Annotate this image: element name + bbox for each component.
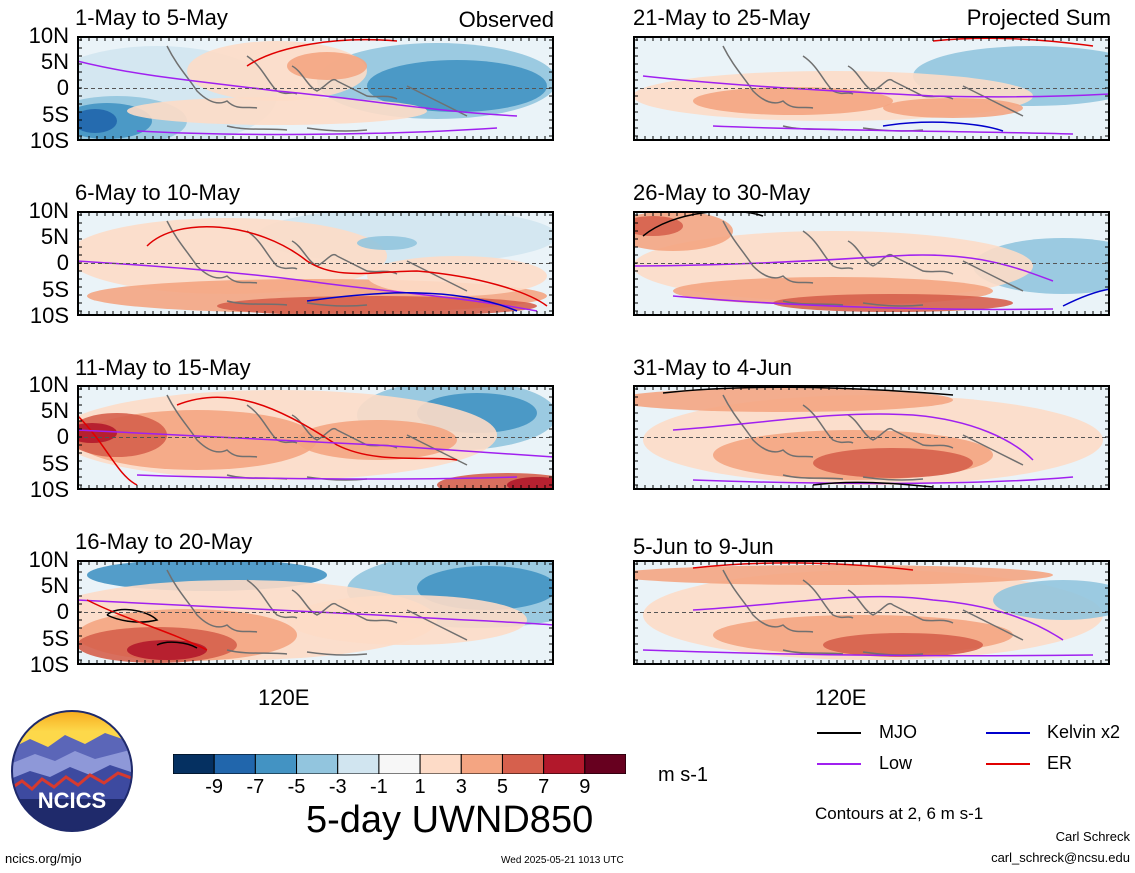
map-panel-left-2 — [77, 211, 554, 316]
map-panel-right-3 — [633, 385, 1110, 490]
contour-note: Contours at 2, 6 m s-1 — [815, 804, 984, 823]
legend-low: Low — [879, 753, 913, 773]
colorbar-swatch — [543, 753, 586, 775]
lat-label: 5S — [42, 625, 69, 651]
colorbar-tick-label: -9 — [205, 776, 224, 798]
lat-label: 5S — [42, 450, 69, 476]
colorbar-tick-label: 3 — [455, 776, 467, 798]
map-panel-left-4 — [77, 560, 554, 665]
lat-label: 10N — [28, 198, 69, 223]
colorbar-swatch — [254, 753, 298, 775]
colorbar-tick-label: -3 — [328, 776, 347, 798]
colorbar-tick-label: -1 — [370, 776, 388, 798]
ncics-logo: NCICS — [10, 709, 134, 833]
lat-label: 5N — [40, 224, 69, 250]
panel-title-right-1: 21-May to 25-May — [633, 5, 811, 30]
map-panel-left-3 — [77, 385, 554, 490]
legend-kelvin: Kelvin x2 — [1047, 722, 1121, 742]
footer-email: carl_schreck@ncsu.edu — [991, 850, 1130, 865]
lon-label-left: 120E — [258, 685, 310, 710]
panel-title-left-2: 6-May to 10-May — [75, 180, 241, 205]
legend-low-line — [817, 763, 861, 765]
colorbar-swatch — [296, 753, 339, 775]
lat-label: 0 — [56, 75, 69, 101]
colorbar-tick-label: -5 — [287, 776, 306, 798]
colorbar-tick-label: 1 — [414, 776, 426, 798]
ncics-logo-text: NCICS — [37, 788, 107, 813]
projected-sum-label: Projected Sum — [966, 5, 1111, 30]
colorbar-swatch — [172, 753, 215, 775]
legend-mjo: MJO — [879, 722, 917, 742]
colorbar-tick-label: -7 — [246, 776, 265, 798]
lat-label: 10S — [29, 127, 69, 153]
legend-kelvin-line — [986, 732, 1030, 734]
colorbar-swatch — [419, 753, 462, 775]
lat-label: 5S — [42, 101, 69, 127]
panel-title-left-3: 11-May to 15-May — [75, 355, 251, 380]
legend-mjo-line — [817, 732, 861, 734]
colorbar-tick-label: 9 — [579, 776, 591, 798]
panel-title-right-3: 31-May to 4-Jun — [633, 355, 792, 380]
lat-label: 0 — [56, 599, 69, 625]
panel-title-right-4: 5-Jun to 9-Jun — [633, 534, 774, 559]
map-panel-right-4 — [633, 560, 1110, 665]
lat-label: 10N — [28, 23, 69, 48]
footer-author: Carl Schreck — [1055, 829, 1130, 844]
colorbar-swatch — [460, 753, 503, 775]
lat-label: 10S — [29, 476, 69, 502]
colorbar-swatch — [337, 753, 380, 775]
lat-label: 10N — [28, 372, 69, 397]
lat-label: 10S — [29, 302, 69, 328]
panel-title-left-4: 16-May to 20-May — [75, 529, 253, 554]
map-panel-right-1 — [633, 36, 1110, 141]
map-panel-left-1 — [77, 36, 554, 141]
footer-timestamp: Wed 2025-05-21 1013 UTC — [501, 855, 624, 866]
lat-label: 5S — [42, 276, 69, 302]
legend-er-line — [986, 763, 1030, 765]
chart-title: 5-day UWND850 — [306, 799, 594, 841]
lat-label: 10N — [28, 547, 69, 572]
lat-label: 5N — [40, 573, 69, 599]
panel-title-right-2: 26-May to 30-May — [633, 180, 811, 205]
colorbar-swatch — [501, 753, 545, 775]
footer-url: ncics.org/mjo — [5, 851, 82, 866]
lat-label: 10S — [29, 651, 69, 677]
map-panel-right-2 — [633, 211, 1110, 316]
colorbar — [172, 753, 627, 775]
colorbar-swatch — [584, 753, 627, 775]
panel-title-left-1: 1-May to 5-May — [75, 5, 228, 30]
colorbar-swatch — [213, 753, 256, 775]
lon-label-right: 120E — [815, 685, 867, 710]
colorbar-tick-label: 5 — [496, 776, 509, 798]
lat-label: 0 — [56, 424, 69, 450]
lat-label: 0 — [56, 250, 69, 276]
observed-label: Observed — [458, 7, 554, 32]
colorbar-swatch — [378, 753, 421, 775]
lat-label: 5N — [40, 398, 69, 424]
lat-label: 5N — [40, 49, 69, 75]
legend-er: ER — [1047, 753, 1073, 773]
colorbar-unit: m s-1 — [658, 764, 708, 786]
colorbar-tick-label: 7 — [538, 776, 550, 798]
